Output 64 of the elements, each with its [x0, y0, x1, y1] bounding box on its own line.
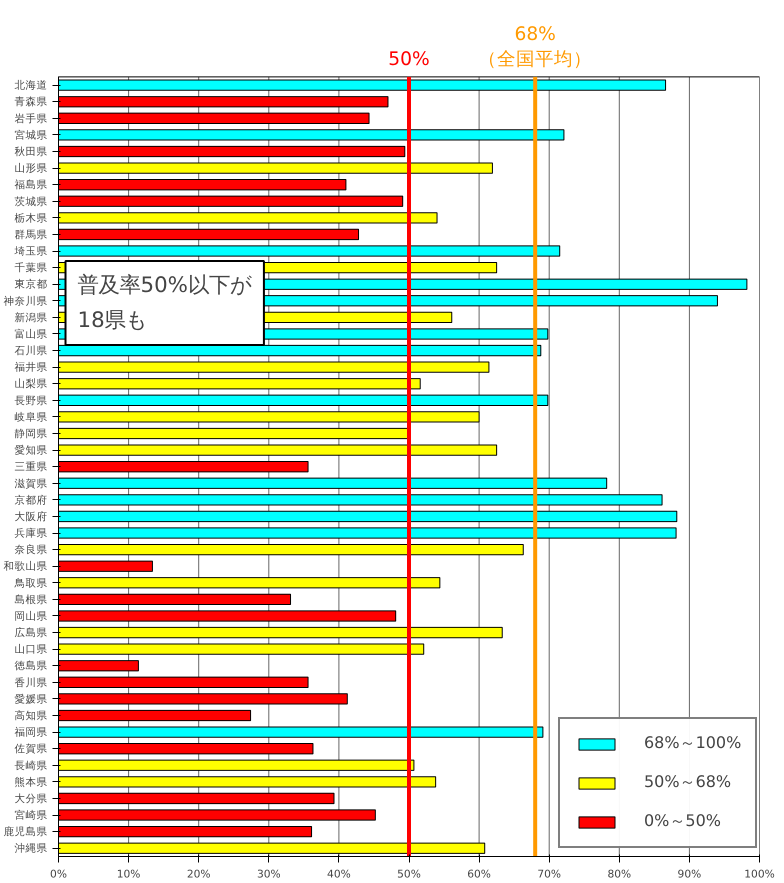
y-tick-label: 徳島県 [14, 659, 48, 672]
legend-label: 0%～50% [644, 811, 721, 832]
x-tick-label: 40% [327, 868, 351, 880]
y-tick-label: 福島県 [14, 178, 48, 192]
legend-label: 68%～100% [644, 733, 742, 754]
annotation: 普及率50%以下が 18県も [78, 272, 252, 333]
y-tick-label: 山形県 [14, 162, 48, 175]
y-tick-label: 群馬県 [14, 228, 48, 241]
y-tick-label: 茨城県 [14, 194, 48, 208]
legend-label: 50%～68% [644, 772, 732, 793]
x-tick-label: 0% [50, 868, 67, 880]
y-tick-label: 滋賀県 [14, 476, 48, 490]
y-tick-label: 千葉県 [14, 261, 48, 274]
y-tick-label: 三重県 [14, 460, 48, 474]
x-tick-label: 10% [116, 868, 140, 880]
y-tick-label: 奈良県 [14, 543, 48, 556]
y-tick-label: 山口県 [14, 642, 48, 656]
y-tick-label: 和歌山県 [4, 560, 48, 573]
y-tick-label: 岩手県 [14, 112, 48, 125]
y-tick-label: 宮城県 [14, 128, 48, 142]
y-tick-label: 鳥取県 [14, 576, 48, 590]
y-tick-label: 高知県 [14, 709, 48, 722]
y-tick-label: 福岡県 [14, 726, 48, 739]
y-tick-label: 島根県 [14, 592, 48, 606]
x-tick-label: 20% [186, 868, 211, 880]
y-tick-label: 沖縄県 [14, 842, 48, 855]
y-tick-label: 長野県 [14, 394, 48, 407]
y-tick-label: 岐阜県 [14, 410, 48, 424]
y-tick-label: 栃木県 [14, 211, 48, 224]
x-tick-label: 50% [397, 868, 421, 880]
y-tick-label: 佐賀県 [14, 742, 48, 756]
ref-line-label: 68% （全国平均） [478, 24, 592, 70]
y-tick-label: 富山県 [14, 327, 48, 340]
y-tick-label: 北海道 [14, 78, 48, 92]
y-tick-label: 埼玉県 [14, 244, 48, 258]
x-tick-label: 70% [537, 868, 562, 880]
y-tick-label: 新潟県 [14, 310, 48, 324]
y-tick-label: 大分県 [14, 792, 48, 805]
x-tick-label: 100% [744, 868, 775, 880]
y-tick-label: 長崎県 [14, 758, 48, 772]
y-tick-label: 石川県 [14, 344, 48, 358]
y-tick-label: 山梨県 [14, 377, 48, 390]
y-tick-label: 岡山県 [14, 609, 48, 622]
y-tick-label: 広島県 [14, 626, 48, 640]
y-tick-label: 青森県 [14, 95, 48, 108]
y-tick-label: 静岡県 [14, 427, 48, 440]
ref-line-label: 50% [388, 49, 430, 70]
y-tick-label: 愛知県 [14, 444, 48, 457]
x-tick-label: 80% [607, 868, 632, 880]
x-tick-label: 90% [678, 868, 702, 880]
y-tick-label: 東京都 [14, 278, 48, 291]
y-tick-label: 秋田県 [14, 145, 48, 158]
y-tick-label: 大阪府 [14, 510, 48, 523]
y-tick-label: 神奈川県 [4, 294, 48, 308]
y-tick-label: 兵庫県 [14, 526, 48, 540]
y-tick-label: 鹿児島県 [4, 825, 48, 838]
y-tick-label: 宮崎県 [14, 808, 48, 822]
y-tick-label: 愛媛県 [14, 692, 48, 706]
y-tick-label: 熊本県 [14, 775, 48, 788]
y-tick-label: 福井県 [14, 360, 48, 374]
y-tick-label: 香川県 [14, 676, 48, 689]
y-tick-label: 京都府 [14, 493, 48, 506]
x-tick-label: 60% [467, 868, 491, 880]
x-tick-label: 30% [256, 868, 281, 880]
